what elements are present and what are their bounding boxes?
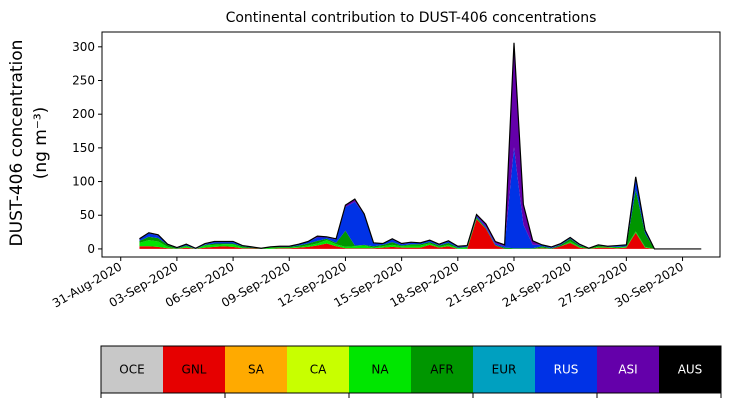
- legend-label-gnl: GNL: [182, 363, 207, 377]
- legend-label-sa: SA: [248, 363, 265, 377]
- legend-label-oce: OCE: [119, 363, 144, 377]
- y-tick-label: 250: [72, 74, 95, 88]
- y-axis-label: DUST-406 concentration (ng m⁻³): [7, 40, 51, 247]
- legend-swatch-rus: [535, 346, 598, 393]
- legend-swatch-ca: [287, 346, 350, 393]
- y-tick-label: 150: [72, 141, 95, 155]
- legend-swatch-asi: [597, 346, 660, 393]
- legend-label-na: NA: [371, 363, 389, 377]
- legend-label-eur: EUR: [492, 363, 517, 377]
- chart-title: Continental contribution to DUST-406 con…: [226, 10, 597, 26]
- legend-frame: [100, 345, 722, 394]
- legend-swatch-oce: [101, 346, 164, 393]
- x-axis: 31-Aug-202003-Sep-202006-Sep-202009-Sep-…: [50, 257, 686, 310]
- plot-area: [139, 42, 702, 250]
- legend-swatch-na: [349, 346, 412, 393]
- y-tick-label: 0: [87, 242, 95, 256]
- y-tick-label: 300: [72, 40, 95, 54]
- y-axis-label-line1: DUST-406 concentration: [7, 40, 27, 247]
- y-tick-label: 200: [72, 107, 95, 121]
- legend-colorbar: OCE GNL SA CA NA AFR EUR RUS ASI AUS: [100, 345, 722, 398]
- y-axis: 0 50 100 150 200 250 300: [72, 40, 102, 256]
- series-area-asi: [139, 42, 702, 249]
- legend-swatch-sa: [225, 346, 288, 393]
- legend-swatch-eur: [473, 346, 536, 393]
- legend-label-aus: AUS: [678, 363, 703, 377]
- legend-label-afr: AFR: [430, 363, 453, 377]
- y-axis-label-line2: (ng m⁻³): [31, 107, 51, 180]
- total-outline: [139, 42, 702, 250]
- series-area-afr: [139, 189, 702, 249]
- legend-label-rus: RUS: [554, 363, 579, 377]
- legend-swatch-gnl: [163, 346, 226, 393]
- plot-frame: [101, 31, 721, 258]
- y-tick-label: 100: [72, 175, 95, 189]
- y-tick-label: 50: [80, 208, 95, 222]
- legend-label-ca: CA: [310, 363, 327, 377]
- legend-swatch-aus: [659, 346, 722, 393]
- legend-label-asi: ASI: [618, 363, 637, 377]
- legend-swatch-afr: [411, 346, 474, 393]
- series-area-rus: [139, 147, 702, 249]
